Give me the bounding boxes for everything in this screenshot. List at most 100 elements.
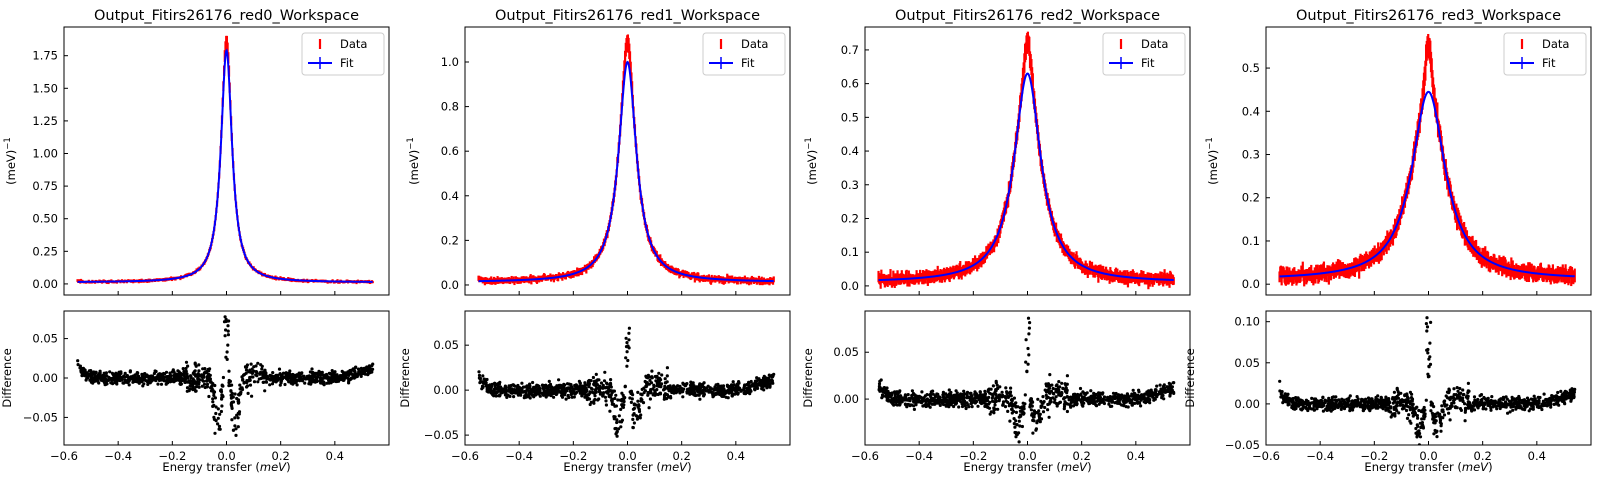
difference-point	[115, 377, 119, 381]
difference-point	[1032, 409, 1036, 413]
difference-point	[993, 403, 997, 407]
difference-point	[954, 389, 958, 393]
difference-point	[247, 370, 251, 374]
difference-point	[994, 388, 998, 393]
difference-point	[240, 387, 245, 392]
difference-point	[200, 378, 205, 382]
difference-point	[763, 378, 767, 382]
difference-point	[159, 382, 164, 386]
difference-point	[1079, 392, 1083, 396]
difference-point	[733, 389, 738, 393]
x-tick-label: 0.4	[1127, 449, 1145, 463]
difference-point	[230, 404, 234, 408]
difference-point	[303, 381, 307, 385]
difference-point	[1026, 362, 1030, 366]
difference-point	[295, 373, 299, 377]
difference-point	[155, 376, 160, 380]
difference-point	[246, 391, 250, 395]
difference-point	[186, 364, 190, 368]
x-tick-label: −0.6	[851, 449, 879, 463]
difference-point	[1138, 401, 1142, 405]
difference-point	[593, 391, 597, 395]
difference-point	[195, 381, 199, 385]
difference-point	[597, 385, 601, 390]
legend-data-label: Data	[1141, 37, 1168, 51]
difference-point	[627, 326, 632, 330]
difference-point	[554, 392, 559, 396]
difference-point	[538, 391, 542, 395]
difference-point	[660, 382, 664, 386]
difference-point	[520, 381, 524, 385]
difference-point	[947, 388, 951, 392]
difference-point	[1078, 386, 1083, 391]
difference-point	[208, 380, 212, 384]
difference-point	[898, 403, 902, 407]
difference-point	[1098, 396, 1102, 400]
difference-point	[556, 387, 560, 391]
difference-point	[92, 370, 96, 374]
difference-point	[237, 393, 241, 397]
difference-point	[181, 378, 185, 382]
y-axis-label-superscript: −1	[3, 137, 13, 150]
difference-point	[248, 383, 253, 387]
difference-point	[240, 375, 244, 379]
difference-point	[1100, 400, 1105, 404]
difference-point	[168, 371, 172, 375]
x-axis-label-prefix: Energy transfer (	[563, 460, 660, 474]
difference-point	[256, 361, 260, 365]
difference-point	[494, 394, 498, 398]
difference-point	[632, 406, 637, 410]
difference-point	[76, 363, 80, 367]
difference-point	[212, 393, 216, 397]
difference-point	[231, 428, 235, 432]
x-axis-label-unit: meV	[1061, 460, 1088, 474]
difference-point	[669, 396, 673, 400]
difference-point	[1003, 405, 1008, 409]
difference-point	[995, 383, 999, 387]
difference-point	[614, 393, 618, 397]
difference-point	[1036, 397, 1040, 401]
difference-point	[288, 369, 292, 373]
difference-point	[1031, 400, 1035, 404]
difference-point	[1132, 393, 1136, 397]
difference-point	[1069, 405, 1073, 409]
difference-point	[334, 373, 338, 377]
difference-point	[263, 389, 267, 393]
difference-point	[204, 371, 208, 375]
legend-box	[301, 32, 385, 76]
y-tick-label-top: 0.5	[841, 110, 859, 124]
difference-point	[500, 391, 504, 395]
difference-point	[164, 370, 169, 374]
difference-point	[162, 371, 166, 376]
difference-point	[674, 390, 679, 394]
difference-point	[143, 372, 147, 376]
y-tick-label-top: 1.25	[32, 114, 58, 128]
difference-point	[625, 364, 629, 368]
y-axis-label-top: (meV)−1	[3, 137, 18, 185]
difference-point	[197, 363, 201, 367]
difference-point	[691, 381, 695, 385]
difference-point	[1065, 395, 1069, 399]
difference-point	[310, 367, 314, 371]
difference-point	[731, 380, 735, 384]
difference-point	[511, 388, 516, 393]
difference-point	[497, 386, 501, 390]
difference-point	[244, 368, 249, 372]
difference-point	[569, 383, 573, 387]
x-axis-label: Energy transfer (meV)	[162, 460, 290, 474]
difference-point	[235, 396, 239, 401]
difference-point	[609, 378, 613, 382]
difference-point	[97, 381, 101, 385]
difference-point	[1065, 391, 1069, 395]
difference-point	[135, 376, 139, 380]
difference-point	[970, 405, 974, 409]
difference-point	[979, 401, 984, 406]
difference-point	[481, 374, 485, 378]
x-tick-label: −0.2	[959, 449, 987, 463]
legend-box	[702, 32, 786, 76]
difference-point	[584, 393, 588, 397]
difference-point	[578, 381, 582, 385]
difference-point	[589, 379, 593, 383]
difference-point	[955, 392, 959, 397]
difference-point	[762, 374, 766, 378]
